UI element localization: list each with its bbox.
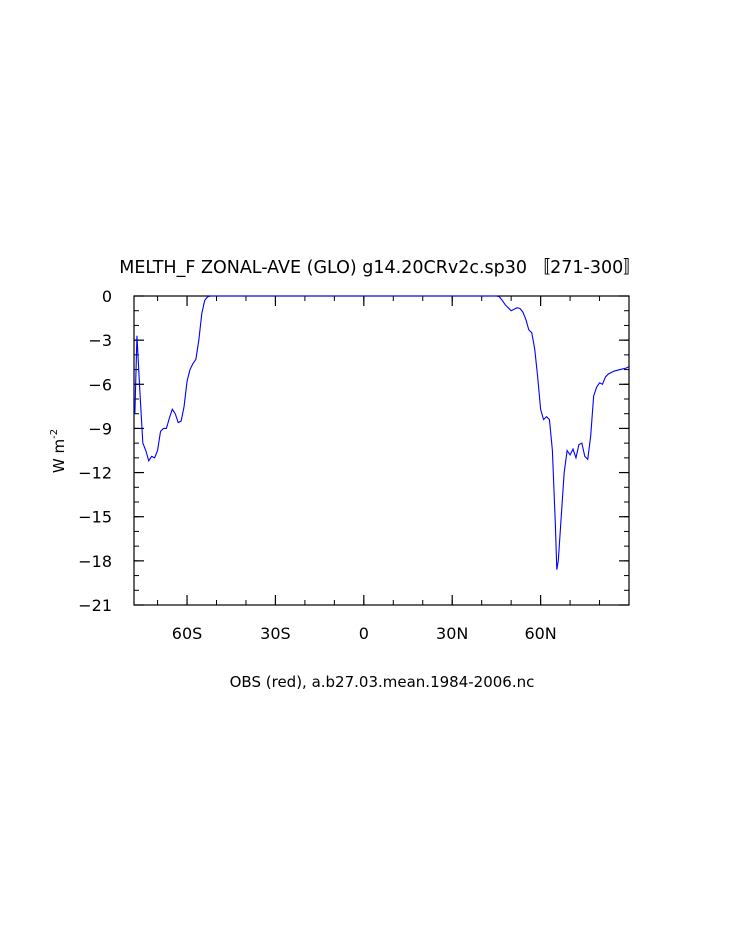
y-axis-label: W m-2	[49, 429, 68, 473]
y-axis-label-main: W m	[50, 439, 68, 473]
y-tick-label: −12	[78, 464, 112, 483]
y-tick-label: −3	[88, 331, 112, 350]
y-axis: 0 −3 −6 −9 −12 −15 −18 −21	[78, 287, 629, 615]
y-tick-label: −6	[88, 375, 112, 394]
chart-title: MELTH_F ZONAL-AVE (GLO) g14.20CRv2c.sp30…	[119, 258, 640, 278]
x-tick-label: 60S	[172, 624, 203, 643]
x-axis: 60S 30S 0 30N 60N	[157, 296, 630, 643]
x-tick-label: 30S	[260, 624, 291, 643]
x-tick-label: 30N	[436, 624, 468, 643]
plot-frame	[133, 295, 630, 606]
plot-border	[133, 295, 630, 606]
x-tick-label: 0	[359, 624, 369, 643]
y-tick-label: −15	[78, 508, 112, 527]
x-tick-label: 60N	[524, 624, 556, 643]
y-tick-label: −18	[78, 552, 112, 571]
y-tick-label: −21	[78, 596, 112, 615]
y-tick-label: −9	[88, 419, 112, 438]
x-axis-label: OBS (red), a.b27.03.mean.1984-2006.nc	[230, 673, 535, 691]
y-axis-label-exponent: -2	[49, 429, 60, 439]
y-tick-label: 0	[102, 287, 112, 306]
series-line	[134, 295, 630, 570]
